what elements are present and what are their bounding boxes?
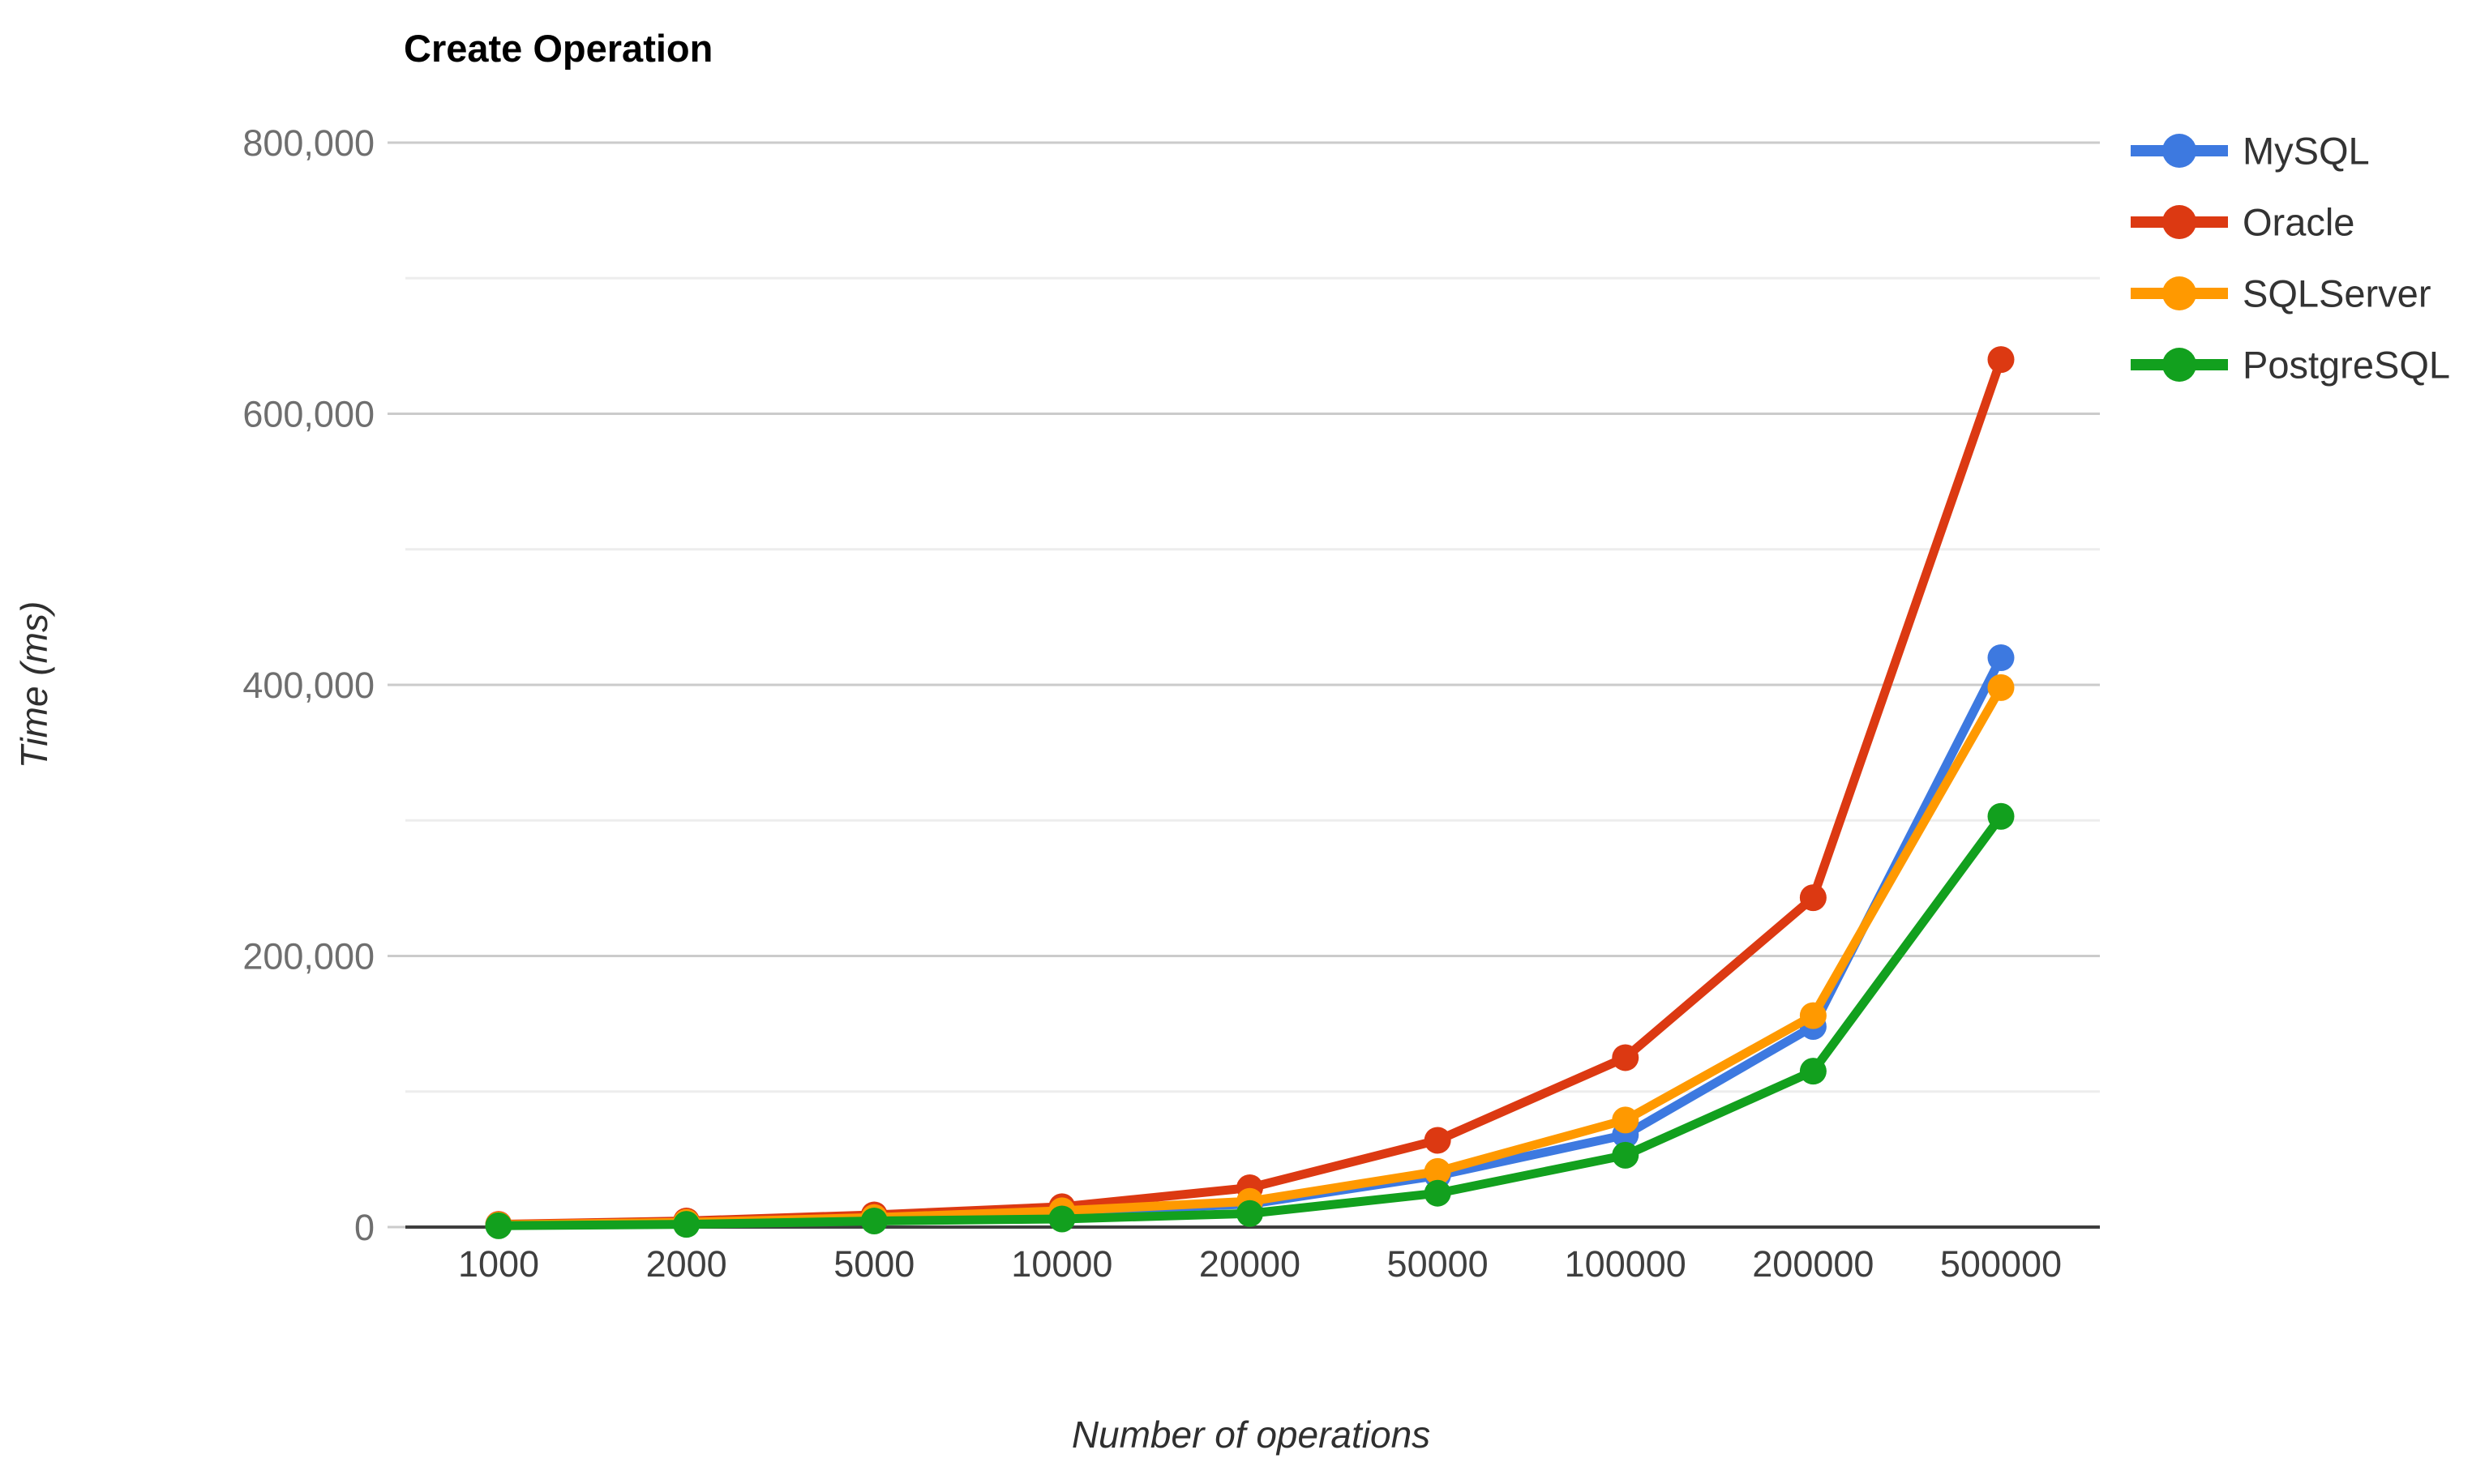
data-point-postgresql bbox=[1424, 1179, 1451, 1207]
y-tick-label: 200,000 bbox=[242, 936, 375, 977]
data-point-sqlserver bbox=[1612, 1106, 1639, 1134]
x-tick-label: 2000 bbox=[646, 1243, 727, 1285]
plot-area: 0 200,000 400,000 600,000 800,000 1000 2000 500… bbox=[242, 122, 2100, 1285]
data-point-mysql bbox=[1987, 644, 2015, 672]
legend: MySQL Oracle SQLServer PostgreSQL bbox=[2131, 130, 2450, 387]
x-tick-label: 50000 bbox=[1387, 1243, 1489, 1285]
series-line-mysql bbox=[494, 653, 2006, 1230]
y-tick-label: 400,000 bbox=[242, 665, 375, 706]
legend-dot-icon bbox=[2162, 205, 2196, 239]
data-point-sqlserver bbox=[1799, 1002, 1827, 1029]
data-point-oracle bbox=[1799, 884, 1827, 912]
x-tick-label: 1000 bbox=[458, 1243, 539, 1285]
series-line-postgresql bbox=[494, 811, 2006, 1230]
data-point-postgresql bbox=[860, 1207, 888, 1234]
x-tick-label: 200000 bbox=[1752, 1243, 1874, 1285]
chart-title: Create Operation bbox=[404, 27, 713, 70]
x-axis-title: Number of operations bbox=[1072, 1413, 1430, 1456]
legend-item-label: Oracle bbox=[2243, 201, 2354, 244]
legend-item-mysql: MySQL bbox=[2131, 130, 2370, 173]
series-line-oracle bbox=[494, 355, 2006, 1230]
y-axis-title: Time (ms) bbox=[13, 601, 55, 769]
data-point-oracle bbox=[1424, 1127, 1451, 1154]
data-point-sqlserver bbox=[1424, 1157, 1451, 1185]
y-tick-label: 800,000 bbox=[242, 122, 375, 164]
data-point-postgresql bbox=[1612, 1141, 1639, 1169]
legend-item-oracle: Oracle bbox=[2131, 201, 2354, 244]
legend-item-postgresql: PostgreSQL bbox=[2131, 344, 2450, 387]
legend-dot-icon bbox=[2162, 134, 2196, 168]
data-point-postgresql bbox=[673, 1211, 700, 1238]
data-point-oracle bbox=[1987, 346, 2015, 374]
y-tick-label: 0 bbox=[354, 1207, 375, 1248]
data-point-postgresql bbox=[1236, 1200, 1263, 1227]
legend-dot-icon bbox=[2162, 276, 2196, 310]
x-tick-label: 5000 bbox=[833, 1243, 915, 1285]
data-point-postgresql bbox=[1048, 1205, 1076, 1233]
data-point-postgresql bbox=[1987, 802, 2015, 830]
legend-item-label: MySQL bbox=[2243, 130, 2370, 173]
legend-marker-mysql-icon bbox=[2131, 134, 2228, 168]
x-tick-label: 500000 bbox=[1940, 1243, 2062, 1285]
legend-marker-sqlserver-icon bbox=[2131, 276, 2228, 310]
y-tick-label: 600,000 bbox=[242, 394, 375, 435]
legend-item-label: SQLServer bbox=[2243, 272, 2431, 315]
x-tick-label: 100000 bbox=[1565, 1243, 1686, 1285]
legend-dot-icon bbox=[2162, 348, 2196, 382]
legend-marker-oracle-icon bbox=[2131, 205, 2228, 239]
data-point-oracle bbox=[1612, 1044, 1639, 1071]
x-tick-label: 10000 bbox=[1011, 1243, 1112, 1285]
legend-item-sqlserver: SQLServer bbox=[2131, 272, 2431, 315]
legend-marker-postgresql-icon bbox=[2131, 348, 2228, 382]
legend-item-label: PostgreSQL bbox=[2243, 344, 2450, 387]
data-point-postgresql bbox=[485, 1212, 512, 1239]
data-point-postgresql bbox=[1799, 1058, 1827, 1085]
x-tick-label: 20000 bbox=[1199, 1243, 1300, 1285]
data-point-sqlserver bbox=[1987, 674, 2015, 701]
